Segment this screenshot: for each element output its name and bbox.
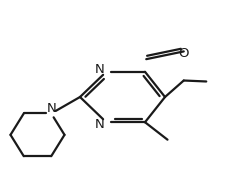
Text: N: N bbox=[94, 63, 104, 76]
Text: N: N bbox=[94, 118, 104, 131]
Text: N: N bbox=[46, 101, 56, 115]
Text: O: O bbox=[178, 47, 189, 60]
